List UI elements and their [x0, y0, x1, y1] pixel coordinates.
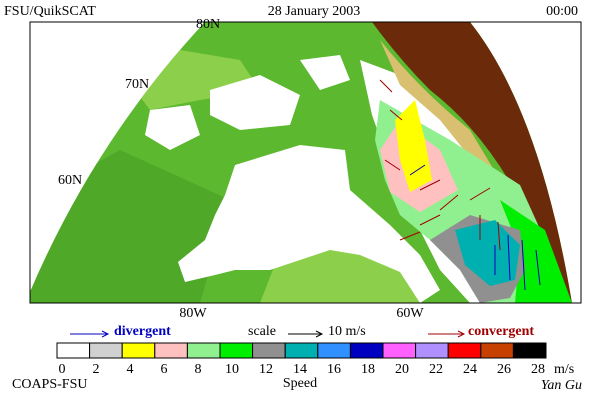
color-box: [219, 342, 254, 359]
colorbar-tick: 0: [59, 362, 66, 377]
color-box: [447, 342, 482, 359]
hudson-bay: [178, 145, 440, 303]
water: [210, 75, 300, 130]
map-body: [30, 22, 572, 303]
convergent-arrows: [379, 79, 501, 251]
title: FSU/QuikSCAT: [4, 4, 96, 19]
greenland-coast: [380, 40, 500, 180]
divergent-arrow: [101, 330, 110, 338]
wind-14-16: [455, 220, 520, 286]
footer-left: COAPS-FSU: [12, 377, 87, 392]
color-box: [349, 342, 384, 359]
colorbar-unit: m/s: [554, 362, 574, 377]
colorbar-tick: 6: [161, 362, 168, 377]
colorbar-label: Speed: [283, 376, 317, 391]
lon-label: 80W: [179, 306, 207, 321]
legend-scale: scale: [248, 324, 276, 339]
lat-label: 70N: [125, 77, 149, 92]
colorbar-tick: 24: [463, 362, 477, 377]
color-box: [382, 342, 417, 359]
color-box: [154, 342, 188, 359]
color-box: [56, 342, 91, 359]
color-box: [317, 342, 351, 359]
time: 00:00: [546, 4, 578, 19]
legend-scale-value: 10 m/s: [328, 324, 366, 339]
footer-right: Yan Gu: [541, 378, 582, 393]
colorbar-tick: 20: [395, 362, 409, 377]
lat-label: 80N: [196, 17, 220, 32]
colorbar-tick: 16: [327, 362, 341, 377]
wind-4-6: [395, 100, 432, 192]
colorbar-tick: 2: [93, 362, 100, 377]
colorbar-tick: 4: [127, 362, 134, 377]
color-box: [480, 342, 514, 359]
convergent-arrow: [457, 330, 466, 338]
colorbar-tick: 10: [225, 362, 239, 377]
colorbar-tick: 26: [497, 362, 511, 377]
colorbar-tick: 28: [531, 362, 545, 377]
lon-label: 60W: [396, 306, 424, 321]
water: [300, 55, 350, 90]
map-frame: [29, 21, 582, 304]
colorbar-tick: 18: [361, 362, 375, 377]
scale-arrow: [315, 330, 324, 338]
legend-convergent: convergent: [468, 324, 534, 339]
color-box: [186, 342, 221, 359]
color-box: [284, 342, 319, 359]
legend-divergent: divergent: [114, 324, 171, 339]
colorbar-tick: 12: [259, 362, 273, 377]
color-box: [415, 342, 449, 359]
color-box: [121, 342, 156, 359]
colorbar-tick: 8: [195, 362, 202, 377]
colorbar-tick: 22: [429, 362, 443, 377]
divergent-arrows: [409, 164, 541, 291]
water: [145, 105, 200, 150]
color-box: [89, 342, 123, 359]
colorbar-tick: 14: [293, 362, 307, 377]
lat-label: 60N: [58, 173, 82, 188]
color-box: [512, 342, 547, 359]
colorbar: 0 2 4 6 8 10 12 14 16 18 20 22 24 26 28 m/s: [56, 342, 574, 377]
date: 28 January 2003: [268, 4, 361, 19]
color-box: [252, 342, 286, 359]
